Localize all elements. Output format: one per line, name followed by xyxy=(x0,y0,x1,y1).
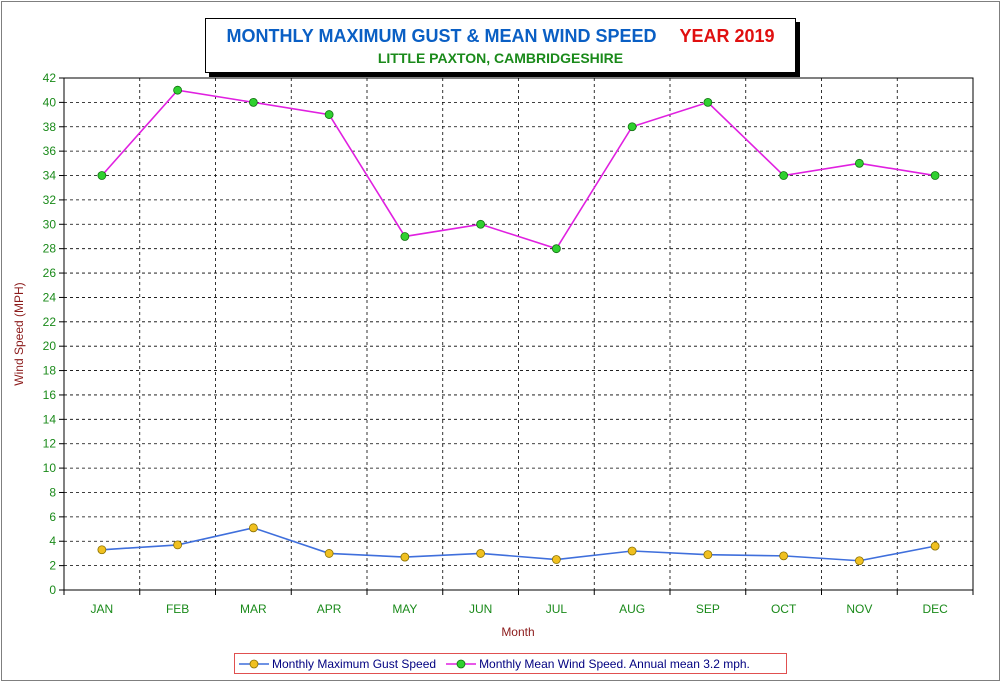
data-point-gust xyxy=(248,523,258,533)
y-tick-label: 2 xyxy=(49,559,56,573)
legend-swatch-gust xyxy=(239,659,269,668)
y-tick-label: 8 xyxy=(49,485,56,499)
y-tick-label: 34 xyxy=(43,169,57,183)
data-point-mean xyxy=(627,122,637,132)
y-tick-label: 24 xyxy=(43,290,57,304)
chart-year: YEAR 2019 xyxy=(679,26,775,46)
x-tick-label: NOV xyxy=(846,602,872,616)
y-tick-label: 0 xyxy=(49,583,56,597)
legend-item-mean: Monthly Mean Wind Speed. Annual mean 3.2… xyxy=(446,657,750,671)
y-tick-label: 4 xyxy=(49,534,56,548)
y-tick-label: 12 xyxy=(43,437,57,451)
data-point-gust xyxy=(551,555,561,564)
data-point-mean xyxy=(248,97,258,107)
x-tick-label: MAY xyxy=(392,602,417,616)
y-tick-label: 20 xyxy=(43,339,57,353)
y-tick-label: 38 xyxy=(43,120,57,134)
chart-title-box: MONTHLY MAXIMUM GUST & MEAN WIND SPEED Y… xyxy=(205,18,796,73)
y-tick-label: 14 xyxy=(43,412,57,426)
y-tick-label: 26 xyxy=(43,266,57,280)
y-tick-label: 28 xyxy=(43,242,57,256)
y-tick-label: 6 xyxy=(49,510,56,524)
legend-swatch-mean xyxy=(446,659,477,668)
y-tick-label: 10 xyxy=(43,461,57,475)
x-tick-label: JUN xyxy=(469,602,492,616)
x-tick-label: OCT xyxy=(771,602,797,616)
x-tick-label: DEC xyxy=(922,602,948,616)
data-point-gust xyxy=(173,540,183,550)
data-point-mean xyxy=(97,171,107,180)
legend-label-gust: Monthly Maximum Gust Speed xyxy=(272,656,437,671)
data-point-gust xyxy=(930,541,940,551)
x-axis-title: Month xyxy=(501,625,534,639)
x-tick-label: JAN xyxy=(91,602,114,616)
y-tick-label: 36 xyxy=(43,144,57,158)
y-tick-label: 40 xyxy=(43,95,57,109)
series-line-gust xyxy=(101,526,936,562)
data-point-gust xyxy=(703,550,713,560)
data-point-gust xyxy=(779,551,789,561)
legend-item-gust: Monthly Maximum Gust Speed xyxy=(239,657,436,671)
data-point-mean xyxy=(551,244,561,254)
x-tick-label: AUG xyxy=(619,602,645,616)
x-tick-label: MAR xyxy=(240,602,267,616)
y-tick-label: 22 xyxy=(43,315,57,329)
chart-title: MONTHLY MAXIMUM GUST & MEAN WIND SPEED xyxy=(226,26,657,46)
data-point-gust xyxy=(854,556,864,566)
data-point-mean xyxy=(400,232,410,241)
data-point-gust xyxy=(400,552,410,562)
y-tick-label: 18 xyxy=(43,364,57,378)
y-tick-label: 32 xyxy=(43,193,57,207)
plot-area-border xyxy=(63,77,974,591)
data-series xyxy=(97,85,940,566)
grid-lines xyxy=(64,77,973,590)
legend-label-mean: Monthly Mean Wind Speed. Annual mean 3.2… xyxy=(479,656,750,671)
chart-legend: Monthly Maximum Gust Speed Monthly Mean … xyxy=(234,653,787,674)
data-point-mean xyxy=(324,110,334,119)
data-point-gust xyxy=(627,546,637,556)
axes xyxy=(59,77,974,595)
x-tick-label: FEB xyxy=(166,602,189,616)
series-line-mean xyxy=(101,89,936,250)
chart-subtitle: LITTLE PAXTON, CAMBRIDGESHIRE xyxy=(377,50,624,66)
x-tick-label: SEP xyxy=(696,602,720,616)
data-point-mean xyxy=(173,85,183,95)
data-point-gust xyxy=(324,549,334,558)
data-point-mean xyxy=(854,158,864,168)
data-point-gust xyxy=(476,549,486,558)
data-point-mean xyxy=(703,97,713,107)
data-point-gust xyxy=(97,545,107,555)
data-point-mean xyxy=(779,171,789,180)
x-tick-labels: JAN FEB MAR APR MAY JUN JUL AUG SEP OCT NOV DEC xyxy=(91,602,949,616)
data-point-mean xyxy=(930,171,940,180)
x-tick-label: JUL xyxy=(546,602,568,616)
y-tick-label: 42 xyxy=(43,71,57,85)
data-point-mean xyxy=(476,219,486,229)
y-tick-label: 30 xyxy=(43,217,57,231)
y-tick-label: 16 xyxy=(43,388,57,402)
y-axis-title: Wind Speed (MPH) xyxy=(12,282,26,385)
x-tick-label: APR xyxy=(317,602,342,616)
